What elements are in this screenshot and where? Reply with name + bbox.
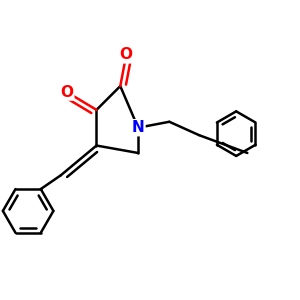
Text: O: O bbox=[120, 47, 133, 62]
Text: N: N bbox=[132, 120, 145, 135]
Text: O: O bbox=[60, 85, 73, 100]
